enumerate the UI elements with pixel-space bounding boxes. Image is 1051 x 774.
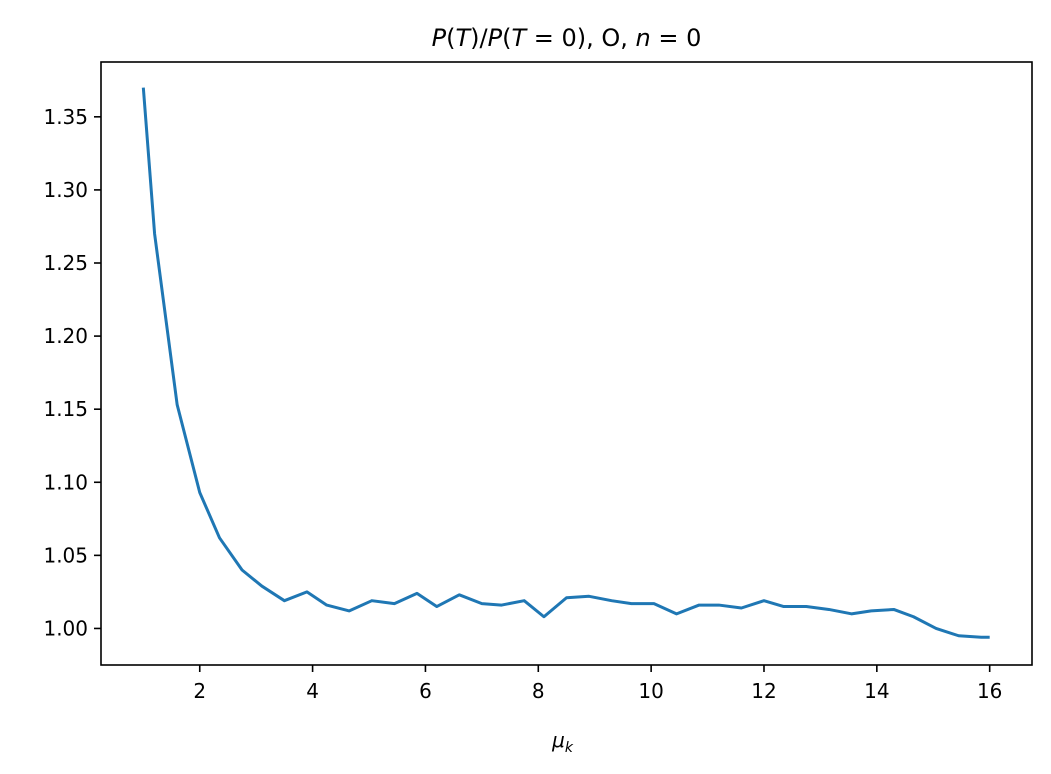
y-tick-label: 1.35 [43,105,88,129]
x-tick-label: 4 [306,679,319,703]
y-tick-label: 1.05 [43,543,88,567]
plot-frame [100,61,1033,666]
chart-title-part: = 0), O, [526,24,635,52]
chart-title-part: T [455,24,472,52]
x-tick-label: 12 [751,679,776,703]
chart-title-part: = 0 [651,24,702,52]
chart-title-part: n [636,24,651,52]
x-axis-label: μk [551,728,574,756]
y-tick-label: 1.30 [43,178,88,202]
chart-title-part: )/ [470,24,488,52]
chart-title-part: ( [446,24,455,52]
chart-title: P(T)/P(T = 0), O, n = 0 [432,24,702,52]
chart-title-part: T [511,24,528,52]
x-tick-label: 6 [419,679,432,703]
y-axis: 1.00 1.05 1.10 1.15 1.20 1.25 1.30 1.35 [43,105,101,640]
x-axis: 2 4 6 8 10 12 14 16 [193,665,1002,703]
y-tick-label: 1.10 [43,470,88,494]
chart-title-part: P [432,24,447,52]
x-tick-label: 16 [977,679,1002,703]
x-label-symbol: μ [551,728,565,752]
x-tick-label: 2 [193,679,206,703]
x-tick-label: 14 [864,679,889,703]
plot-series [141,87,990,639]
x-label-subscript: k [565,740,574,756]
x-tick-label: 10 [638,679,663,703]
y-tick-label: 1.20 [43,324,88,348]
y-tick-label: 1.15 [43,397,88,421]
y-tick-label: 1.00 [43,616,88,640]
series-line [141,87,990,639]
chart-title-part: P [488,24,503,52]
chart-title-part: ( [502,24,511,52]
x-tick-label: 8 [532,679,545,703]
y-tick-label: 1.25 [43,251,88,275]
